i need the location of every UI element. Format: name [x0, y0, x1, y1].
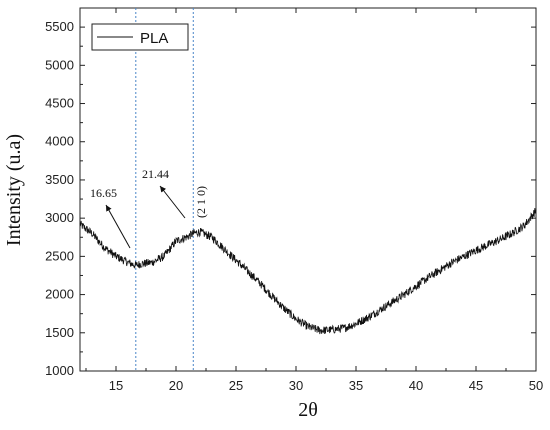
- annotations: 16.65 21.44 (2 1 0): [90, 167, 208, 249]
- series-line-pla: [79, 207, 537, 335]
- legend: PLA: [91, 23, 189, 51]
- x-tick-label: 25: [229, 378, 243, 393]
- x-axis-title: 2θ: [298, 399, 318, 421]
- y-tick-label: 2000: [45, 287, 74, 302]
- y-tick-label: 5000: [45, 57, 74, 72]
- x-tick-label: 15: [109, 378, 123, 393]
- legend-label-pla: PLA: [140, 30, 168, 47]
- y-tick-label: 4000: [45, 134, 74, 149]
- series-group: [79, 207, 537, 335]
- x-tick-label: 50: [529, 378, 543, 393]
- annotation-21-44: 21.44: [142, 167, 169, 181]
- x-tick-label: 45: [469, 378, 483, 393]
- reference-lines: [135, 8, 194, 371]
- y-axis-title: Intensity (u.a): [3, 134, 25, 246]
- y-tick-label: 5500: [45, 19, 74, 34]
- x-tick-label: 20: [169, 378, 183, 393]
- y-tick-label: 3500: [45, 172, 74, 187]
- y-tick-label: 2500: [45, 248, 74, 263]
- x-tick-label: 35: [349, 378, 363, 393]
- x-axis-ticks: 15 20 25 30 35 40 45 50: [85, 8, 543, 393]
- plot-frame: [79, 7, 537, 372]
- annotation-arrow-16-65: [105, 204, 131, 249]
- y-tick-label: 1000: [45, 363, 74, 378]
- annotation-arrow-21-44: [159, 185, 186, 219]
- y-axis-ticks: 1000 1500 2000 2500 3000 3500 4000 4500 5000 5500: [45, 19, 536, 378]
- x-tick-label: 40: [409, 378, 423, 393]
- y-tick-label: 3000: [45, 210, 74, 225]
- x-tick-label: 30: [289, 378, 303, 393]
- annotation-16-65: 16.65: [90, 186, 117, 200]
- y-tick-label: 1500: [45, 325, 74, 340]
- y-tick-label: 4500: [45, 96, 74, 111]
- annotation-hkl-210: (2 1 0): [194, 186, 208, 218]
